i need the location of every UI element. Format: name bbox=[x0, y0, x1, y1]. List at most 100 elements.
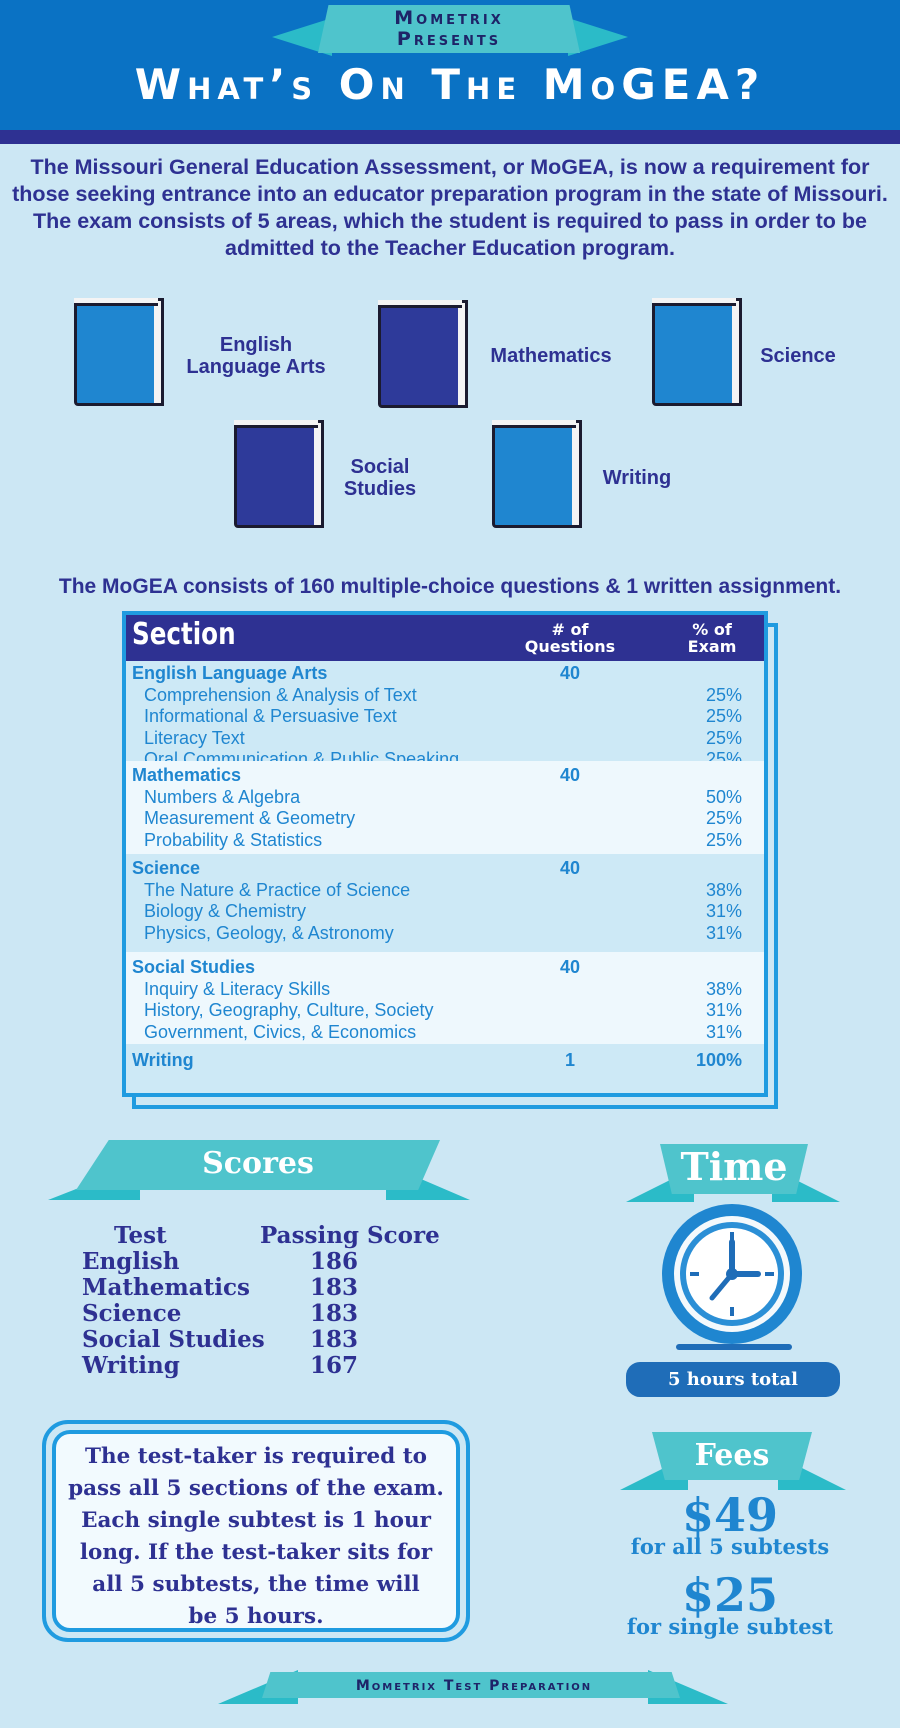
fee-single-amount: $25 bbox=[681, 1568, 779, 1622]
table-group-social-studies: Social Studies 40 Inquiry & Literacy Skil… bbox=[126, 952, 764, 1044]
score-value: 167 bbox=[310, 1352, 359, 1379]
clock-icon bbox=[662, 1204, 802, 1350]
row-label: Comprehension & Analysis of Text bbox=[144, 684, 417, 705]
scores-list: English 186 Mathematics 183 Science 183 Soc… bbox=[82, 1248, 422, 1379]
book-icon bbox=[652, 298, 742, 406]
row-label: The Nature & Practice of Science bbox=[144, 879, 411, 900]
book-label-mathematics: Mathematics bbox=[490, 345, 612, 367]
group-questions: 40 bbox=[559, 858, 581, 878]
table-row: Literacy Text 25% bbox=[126, 728, 764, 750]
group-title: English Language Arts bbox=[132, 663, 328, 683]
book-icon bbox=[492, 420, 582, 528]
table-row: Writing 1 100% bbox=[126, 1050, 764, 1072]
table-row: Comprehension & Analysis of Text 25% bbox=[126, 685, 764, 707]
list-item: Writing 167 bbox=[82, 1352, 422, 1379]
table-group-english: English Language Arts 40 Comprehension & … bbox=[126, 661, 764, 769]
header-section: Section bbox=[132, 617, 236, 652]
presents-ribbon bbox=[318, 5, 580, 53]
group-questions: 40 bbox=[559, 663, 581, 683]
book-label-social-studies: Social Studies bbox=[343, 456, 417, 500]
list-item: Mathematics 183 bbox=[82, 1274, 422, 1301]
table-row: The Nature & Practice of Science 38% bbox=[126, 880, 764, 902]
group-questions: 1 bbox=[564, 1050, 575, 1070]
note-line: pass all 5 sections of the exam. bbox=[68, 1476, 444, 1501]
header-questions: # of Questions bbox=[524, 620, 616, 656]
score-test: Writing bbox=[82, 1352, 180, 1379]
scores-ribbon-label: Scores bbox=[202, 1146, 314, 1181]
row-percent: 31% bbox=[705, 1000, 742, 1020]
row-label: History, Geography, Culture, Society bbox=[144, 1000, 434, 1020]
group-questions: 40 bbox=[559, 957, 581, 977]
presents-line-2: Presents bbox=[396, 28, 502, 50]
table-row: Biology & Chemistry 31% bbox=[126, 901, 764, 923]
table-row: Informational & Persuasive Text 25% bbox=[126, 706, 764, 728]
row-percent: 25% bbox=[705, 829, 742, 850]
table-row: English Language Arts 40 bbox=[126, 663, 764, 685]
note-line: Each single subtest is 1 hour bbox=[81, 1508, 431, 1533]
table-row: Social Studies 40 bbox=[126, 957, 764, 979]
row-percent: 31% bbox=[705, 922, 742, 943]
row-label: Biology & Chemistry bbox=[144, 901, 307, 921]
table-group-science: Science 40 The Nature & Practice of Scien… bbox=[126, 854, 764, 952]
score-test: Science bbox=[82, 1300, 182, 1327]
table-row: Numbers & Algebra 50% bbox=[126, 787, 764, 809]
score-test: English bbox=[82, 1248, 180, 1275]
table-group-writing: Writing 1 100% bbox=[126, 1044, 764, 1093]
row-percent: 25% bbox=[705, 727, 742, 748]
book-icon bbox=[74, 298, 164, 406]
table-row: Measurement & Geometry 25% bbox=[126, 808, 764, 830]
header-percent: % of Exam bbox=[687, 620, 737, 656]
page-title: What’s On The MoGEA? bbox=[134, 60, 766, 109]
fee-all-label: for all 5 subtests bbox=[630, 1534, 830, 1559]
row-label: Numbers & Algebra bbox=[144, 786, 301, 807]
row-percent: 25% bbox=[705, 808, 742, 828]
group-title: Science bbox=[132, 858, 201, 878]
intro-paragraph: The Missouri General Education Assessmen… bbox=[12, 155, 888, 260]
row-percent: 31% bbox=[705, 1021, 742, 1042]
group-title: Writing bbox=[132, 1050, 194, 1070]
list-item: Science 183 bbox=[82, 1300, 422, 1327]
footer-ribbon bbox=[262, 1672, 680, 1698]
presents-line-1: Mometrix bbox=[394, 7, 504, 29]
note-box-outer bbox=[42, 1420, 470, 1642]
exam-sections-table: Section # of Questions % of Exam English… bbox=[122, 611, 768, 1097]
row-label: Inquiry & Literacy Skills bbox=[144, 978, 331, 999]
row-percent: 31% bbox=[705, 901, 742, 921]
row-label: Measurement & Geometry bbox=[144, 808, 356, 828]
note-line: long. If the test-taker sits for bbox=[79, 1540, 433, 1565]
fee-all-amount: $49 bbox=[681, 1488, 779, 1542]
list-item: Social Studies 183 bbox=[82, 1326, 422, 1353]
header-stripe bbox=[0, 130, 900, 144]
time-total-badge: 5 hours total bbox=[626, 1362, 840, 1397]
row-percent: 38% bbox=[705, 879, 742, 900]
footer-text: Mometrix Test Preparation bbox=[355, 1678, 593, 1694]
book-icon bbox=[378, 300, 468, 408]
table-row: History, Geography, Culture, Society 31% bbox=[126, 1000, 764, 1022]
scores-col-passing: Passing Score bbox=[260, 1222, 440, 1249]
presents-ribbon-text: Mometrix Presents bbox=[318, 8, 580, 50]
group-title: Social Studies bbox=[132, 957, 256, 977]
row-label: Physics, Geology, & Astronomy bbox=[144, 922, 394, 943]
group-percent: 100% bbox=[695, 1050, 742, 1070]
note-line: all 5 subtests, the time will bbox=[92, 1572, 420, 1597]
score-value: 183 bbox=[310, 1300, 359, 1327]
group-questions: 40 bbox=[559, 765, 581, 785]
fees-ribbon-label: Fees bbox=[694, 1438, 770, 1473]
score-test: Mathematics bbox=[82, 1274, 250, 1301]
time-ribbon-label: Time bbox=[680, 1144, 788, 1189]
scores-ribbon bbox=[76, 1140, 440, 1190]
list-item: English 186 bbox=[82, 1248, 422, 1275]
table-group-mathematics: Mathematics 40 Numbers & Algebra 50% Measu… bbox=[126, 761, 764, 854]
scores-col-test: Test bbox=[114, 1222, 167, 1249]
book-label-writing: Writing bbox=[602, 467, 672, 489]
table-row: Physics, Geology, & Astronomy 31% bbox=[126, 923, 764, 945]
row-label: Government, Civics, & Economics bbox=[144, 1021, 417, 1042]
questions-summary: The MoGEA consists of 160 multiple-choic… bbox=[58, 575, 842, 598]
row-label: Literacy Text bbox=[144, 727, 245, 748]
book-label-english-language-arts: English Language Arts bbox=[186, 334, 326, 378]
row-percent: 25% bbox=[705, 706, 742, 726]
note-line: The test-taker is required to bbox=[84, 1444, 427, 1469]
fee-single-label: for single subtest bbox=[626, 1614, 834, 1639]
row-percent: 50% bbox=[705, 786, 742, 807]
table-row: Inquiry & Literacy Skills 38% bbox=[126, 979, 764, 1001]
